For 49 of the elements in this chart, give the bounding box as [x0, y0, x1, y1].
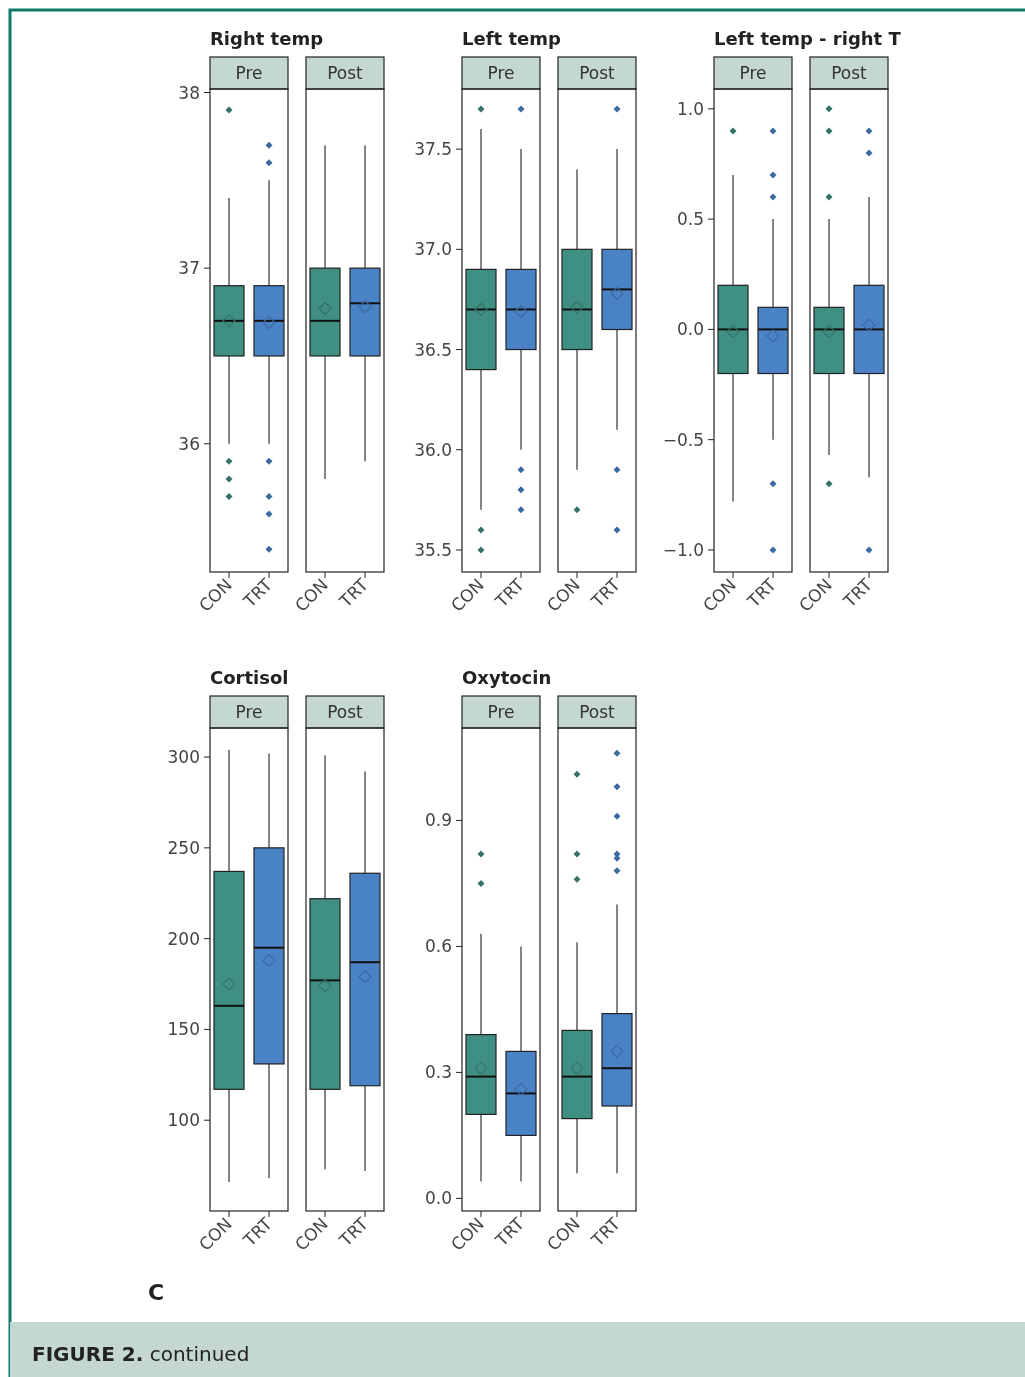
chart-subtitle: Post — [579, 63, 616, 83]
chart-title: Cortisol — [210, 667, 289, 688]
y-tick-label: 0.6 — [424, 936, 452, 957]
text: C — [148, 1280, 165, 1305]
y-tick-label: 250 — [167, 837, 200, 858]
chart-subtitle: Pre — [739, 63, 767, 83]
y-tick-label: 150 — [167, 1019, 200, 1040]
y-tick-label: 36.5 — [414, 339, 452, 360]
x-tick-label: TRT — [490, 574, 529, 612]
y-tick-label: 0.5 — [676, 209, 704, 230]
chart-subtitle: Pre — [235, 702, 263, 722]
y-tick-label: 100 — [167, 1110, 200, 1131]
x-tick-label: TRT — [742, 574, 781, 612]
y-tick-label: 37.0 — [414, 239, 452, 260]
chart-title: Left temp — [462, 28, 561, 49]
y-tick-label: 1.0 — [676, 98, 704, 119]
x-tick-label: TRT — [838, 574, 877, 612]
y-tick-label: 300 — [167, 747, 200, 768]
x-tick-label: TRT — [334, 574, 373, 612]
chart-subtitle: Pre — [235, 63, 263, 83]
y-tick-label: 0.3 — [424, 1062, 452, 1083]
chart-title: Oxytocin — [462, 667, 552, 688]
x-tick-label: TRT — [586, 574, 625, 612]
y-tick-label: 36.0 — [414, 439, 452, 460]
x-tick-label: TRT — [238, 1213, 277, 1251]
y-tick-label: 0.9 — [424, 810, 452, 831]
chart-subtitle: Post — [579, 702, 616, 722]
y-tick-label: 200 — [167, 928, 200, 949]
y-tick-label: 0.0 — [676, 319, 704, 340]
y-tick-label: 37 — [178, 258, 200, 279]
y-tick-label: 36 — [178, 433, 200, 454]
chart-subtitle: Post — [327, 63, 364, 83]
chart-subtitle: Post — [327, 702, 364, 722]
x-tick-label: TRT — [490, 1213, 529, 1251]
x-tick-label: TRT — [238, 574, 277, 612]
caption: FIGURE 2. continued — [32, 1342, 250, 1366]
y-tick-label: 0.0 — [424, 1188, 452, 1209]
y-tick-label: 35.5 — [414, 539, 452, 560]
chart-title: Right temp — [210, 28, 324, 49]
chart-subtitle: Post — [831, 63, 868, 83]
chart-title: Left temp - right T — [714, 28, 902, 49]
y-tick-label: −0.5 — [662, 429, 704, 450]
y-tick-label: −1.0 — [662, 539, 704, 560]
chart-subtitle: Pre — [487, 702, 515, 722]
chart-subtitle: Pre — [487, 63, 515, 83]
x-tick-label: TRT — [586, 1213, 625, 1251]
y-tick-label: 37.5 — [414, 139, 452, 160]
x-tick-label: TRT — [334, 1213, 373, 1251]
y-tick-label: 38 — [178, 82, 200, 103]
